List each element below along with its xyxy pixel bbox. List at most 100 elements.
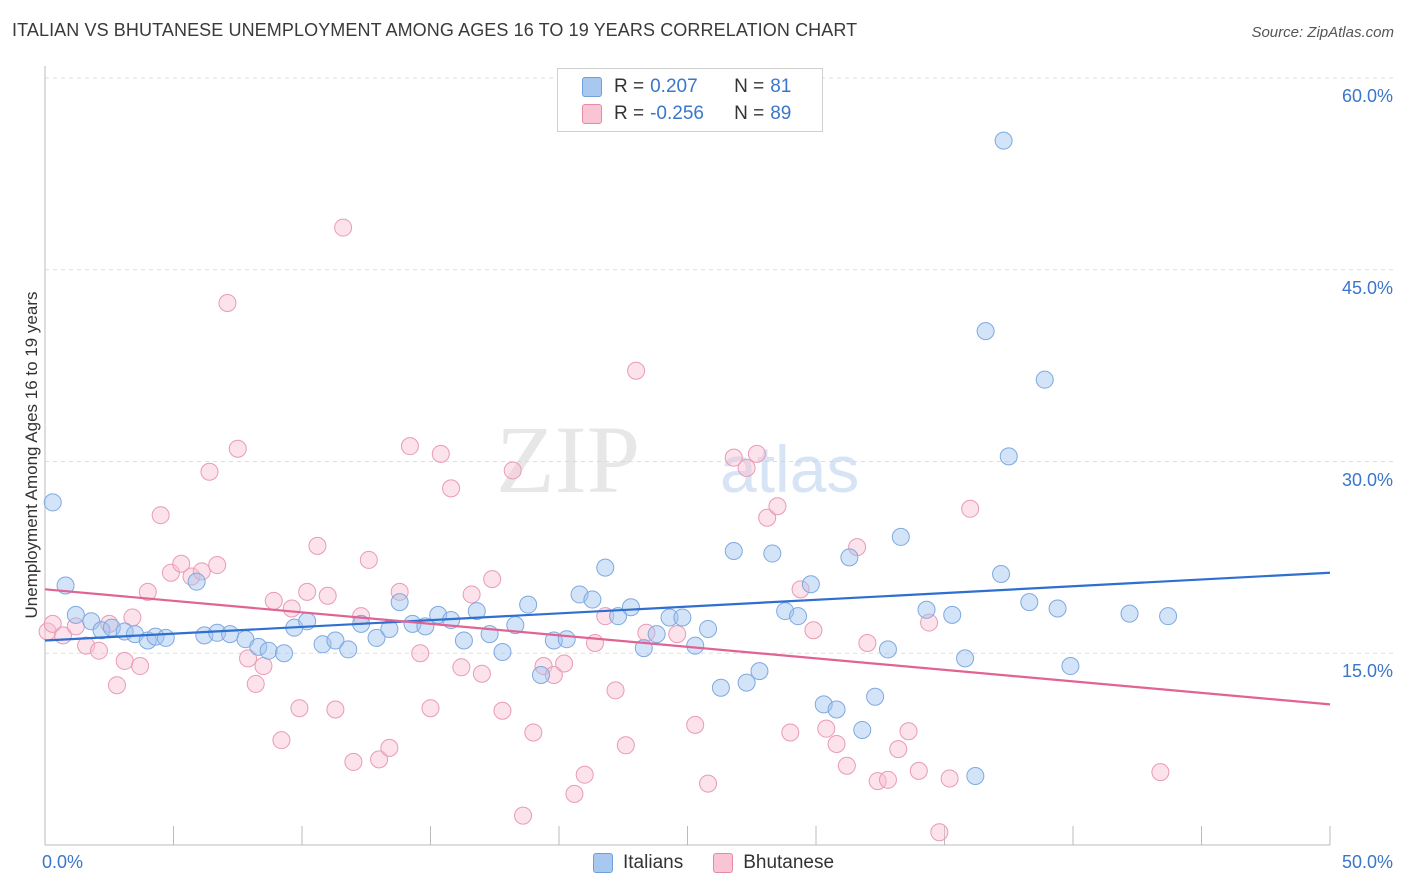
- point-italians: [917, 600, 936, 619]
- point-bhutanese: [627, 361, 646, 380]
- point-italians: [976, 322, 995, 341]
- point-bhutanese: [290, 699, 309, 718]
- point-italians: [583, 590, 602, 609]
- point-bhutanese: [182, 567, 201, 586]
- point-bhutanese: [411, 644, 430, 663]
- point-italians: [275, 644, 294, 663]
- legend-n-label: N =: [734, 76, 765, 97]
- point-italians: [737, 673, 756, 692]
- point-bhutanese: [827, 735, 846, 754]
- legend-swatch-bhutanese: [713, 853, 734, 873]
- legend-item-italians[interactable]: Italians: [593, 852, 683, 874]
- point-italians: [493, 642, 512, 661]
- watermark: ZIP atlas: [496, 406, 859, 513]
- point-italians: [339, 640, 358, 659]
- legend-item-bhutanese[interactable]: Bhutanese: [713, 852, 834, 874]
- legend-swatch-italians: [593, 853, 613, 873]
- point-bhutanese: [421, 699, 440, 718]
- point-bhutanese: [161, 563, 180, 582]
- point-bhutanese: [282, 599, 301, 618]
- point-bhutanese: [724, 448, 743, 467]
- point-italians: [326, 631, 345, 650]
- point-italians: [43, 493, 62, 512]
- point-bhutanese: [524, 723, 543, 742]
- legend-r-label: R =: [614, 76, 645, 97]
- point-italians: [467, 602, 486, 621]
- point-bhutanese: [192, 562, 211, 581]
- point-italians: [966, 766, 985, 785]
- point-bhutanese: [940, 769, 959, 788]
- point-italians: [1048, 599, 1067, 618]
- point-bhutanese: [218, 293, 237, 312]
- point-bhutanese: [370, 750, 389, 769]
- point-bhutanese: [200, 462, 219, 481]
- y-tick-label: 30.0%: [1341, 469, 1393, 490]
- point-italians: [249, 637, 268, 656]
- point-bhutanese: [326, 700, 345, 719]
- point-bhutanese: [747, 444, 766, 463]
- point-bhutanese: [452, 658, 471, 677]
- point-bhutanese: [318, 586, 337, 605]
- point-bhutanese: [889, 740, 908, 759]
- point-bhutanese: [1151, 763, 1170, 782]
- point-italians: [673, 608, 692, 627]
- point-bhutanese: [544, 665, 563, 684]
- point-bhutanese: [961, 499, 980, 518]
- point-bhutanese: [472, 664, 491, 683]
- watermark-atlas: atlas: [720, 432, 859, 506]
- point-bhutanese: [43, 614, 62, 633]
- legend-label-italians: Italians: [623, 852, 684, 873]
- point-italians: [66, 605, 85, 624]
- point-bhutanese: [298, 582, 317, 601]
- watermark-zip: ZIP: [496, 406, 640, 513]
- point-italians: [519, 595, 538, 614]
- legend-swatch-italians: [582, 77, 602, 97]
- legend-n-label: N =: [734, 103, 765, 124]
- point-bhutanese: [930, 823, 949, 842]
- point-bhutanese: [107, 676, 126, 695]
- point-italians: [92, 621, 111, 640]
- point-bhutanese: [758, 508, 777, 527]
- point-bhutanese: [804, 621, 823, 640]
- point-italians: [1020, 593, 1039, 612]
- legend-r-value: 0.207: [650, 76, 698, 97]
- y-tick-label: 15.0%: [1341, 661, 1393, 682]
- point-italians: [1061, 657, 1080, 676]
- x-tick-label: 0.0%: [42, 852, 84, 872]
- point-italians: [711, 678, 730, 697]
- point-italians: [367, 628, 386, 647]
- point-bhutanese: [115, 651, 134, 670]
- point-italians: [390, 593, 409, 612]
- legend-row-italians: R = 0.207 N = 81: [582, 74, 791, 100]
- point-italians: [647, 625, 666, 644]
- source-credit: Source: ZipAtlas.com: [1251, 24, 1394, 41]
- point-bhutanese: [493, 701, 512, 720]
- point-italians: [686, 636, 705, 655]
- point-bhutanese: [400, 437, 419, 456]
- point-bhutanese: [462, 585, 481, 604]
- axes: [44, 66, 1331, 846]
- point-bhutanese: [737, 458, 756, 477]
- point-bhutanese: [272, 731, 291, 750]
- point-bhutanese: [228, 439, 247, 458]
- point-bhutanese: [817, 719, 836, 738]
- point-bhutanese: [616, 736, 635, 755]
- point-italians: [891, 527, 910, 546]
- chart-title: ITALIAN VS BHUTANESE UNEMPLOYMENT AMONG …: [12, 20, 858, 40]
- point-bhutanese: [848, 538, 867, 557]
- point-bhutanese: [344, 752, 363, 771]
- series-legend: Italians Bhutanese: [593, 852, 864, 874]
- point-italians: [1035, 370, 1054, 389]
- point-bhutanese: [390, 582, 409, 601]
- point-bhutanese: [699, 774, 718, 793]
- trend-line-bhutanese: [44, 588, 1331, 706]
- point-bhutanese: [791, 580, 810, 599]
- point-bhutanese: [483, 570, 502, 589]
- point-bhutanese: [431, 444, 450, 463]
- legend-swatch-bhutanese: [582, 104, 602, 124]
- point-italians: [840, 548, 859, 567]
- point-bhutanese: [264, 591, 283, 610]
- point-italians: [992, 564, 1011, 583]
- point-bhutanese: [442, 479, 461, 498]
